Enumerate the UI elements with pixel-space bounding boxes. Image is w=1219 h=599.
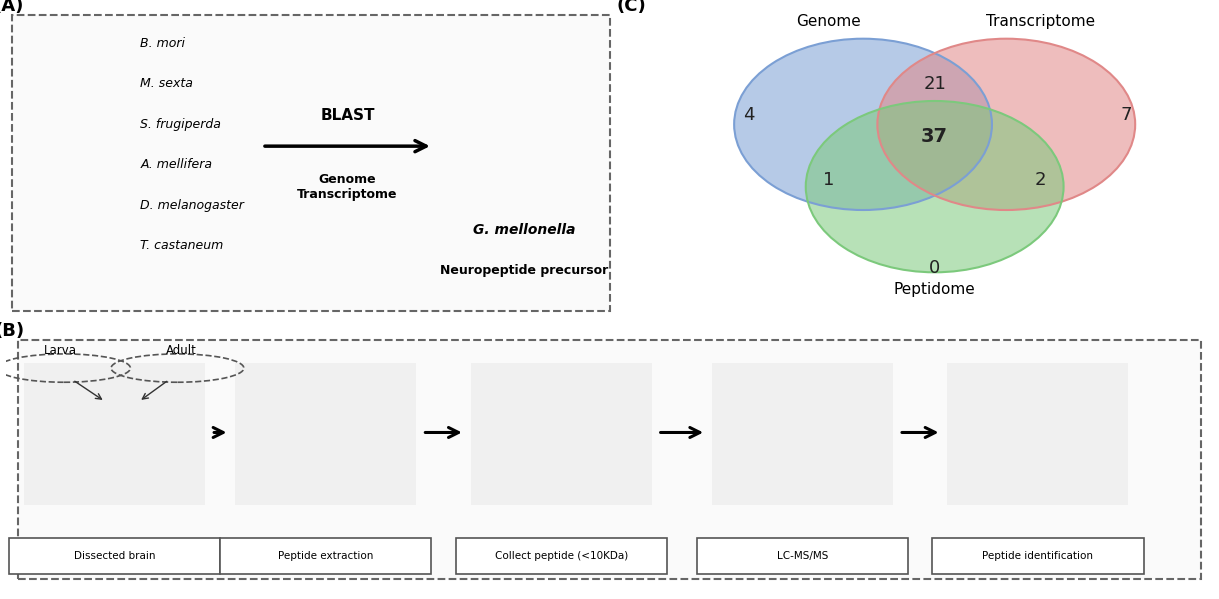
Text: 7: 7 [1120, 106, 1132, 124]
Text: D. melanogaster: D. melanogaster [140, 199, 244, 212]
Text: 21: 21 [923, 75, 946, 93]
Text: BLAST: BLAST [321, 107, 374, 123]
FancyBboxPatch shape [221, 538, 432, 574]
Text: Peptidome: Peptidome [894, 282, 975, 297]
Text: Dissected brain: Dissected brain [74, 551, 156, 561]
FancyBboxPatch shape [697, 538, 908, 574]
Text: Genome: Genome [796, 14, 861, 29]
Text: A. mellifera: A. mellifera [140, 158, 212, 171]
Text: Peptide extraction: Peptide extraction [278, 551, 373, 561]
Text: Genome
Transcriptome: Genome Transcriptome [297, 173, 397, 201]
Text: G. mellonella: G. mellonella [473, 223, 575, 237]
Text: S. frugiperda: S. frugiperda [140, 118, 221, 131]
Text: 4: 4 [742, 106, 755, 124]
FancyBboxPatch shape [235, 363, 417, 504]
Text: (B): (B) [0, 322, 24, 340]
Text: Larva: Larva [44, 344, 77, 356]
Text: (C): (C) [617, 0, 646, 14]
Text: T. castaneum: T. castaneum [140, 240, 223, 252]
FancyBboxPatch shape [947, 363, 1129, 504]
FancyBboxPatch shape [12, 16, 610, 311]
Text: LC-MS/MS: LC-MS/MS [777, 551, 828, 561]
Text: Transcriptome: Transcriptome [986, 14, 1095, 29]
FancyBboxPatch shape [933, 538, 1143, 574]
FancyBboxPatch shape [712, 363, 894, 504]
Text: Peptide identification: Peptide identification [983, 551, 1093, 561]
Text: 0: 0 [929, 259, 940, 277]
Ellipse shape [806, 101, 1063, 273]
Text: M. sexta: M. sexta [140, 77, 193, 90]
Ellipse shape [878, 39, 1135, 210]
FancyBboxPatch shape [24, 363, 205, 504]
Text: 1: 1 [823, 171, 834, 189]
FancyBboxPatch shape [456, 538, 667, 574]
FancyBboxPatch shape [471, 363, 652, 504]
Ellipse shape [734, 39, 992, 210]
Text: Collect peptide (<10KDa): Collect peptide (<10KDa) [495, 551, 628, 561]
Text: B. mori: B. mori [140, 37, 185, 50]
Text: Adult: Adult [166, 344, 196, 356]
FancyBboxPatch shape [9, 538, 221, 574]
Text: 2: 2 [1035, 171, 1046, 189]
FancyBboxPatch shape [18, 340, 1201, 579]
Text: Neuropeptide precursor: Neuropeptide precursor [440, 264, 608, 277]
Text: (A): (A) [0, 0, 24, 14]
Text: 37: 37 [922, 128, 948, 146]
